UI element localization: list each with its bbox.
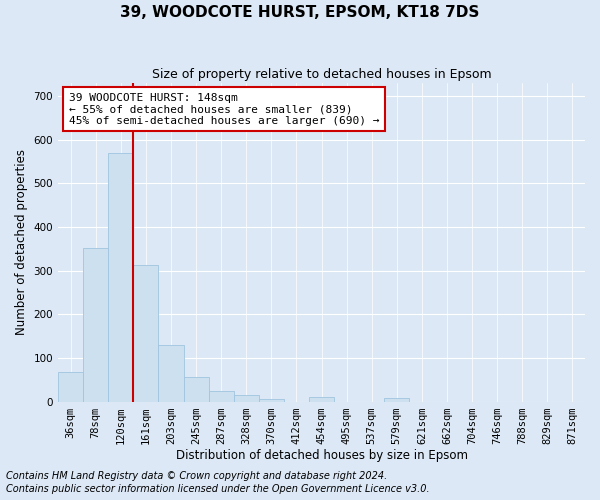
Bar (184, 376, 209, 402)
Bar (233, 396, 259, 402)
Bar (108, 153, 133, 402)
Bar (259, 398, 284, 402)
Text: 39 WOODCOTE HURST: 148sqm
← 55% of detached houses are smaller (839)
45% of semi: 39 WOODCOTE HURST: 148sqm ← 55% of detac… (68, 92, 379, 126)
Title: Size of property relative to detached houses in Epsom: Size of property relative to detached ho… (152, 68, 491, 80)
Bar (158, 345, 184, 402)
Bar (58, 372, 83, 402)
Text: Contains HM Land Registry data © Crown copyright and database right 2024.
Contai: Contains HM Land Registry data © Crown c… (6, 471, 430, 494)
Bar (133, 265, 158, 402)
X-axis label: Distribution of detached houses by size in Epsom: Distribution of detached houses by size … (176, 450, 467, 462)
Y-axis label: Number of detached properties: Number of detached properties (15, 150, 28, 336)
Bar (309, 397, 334, 402)
Text: 39, WOODCOTE HURST, EPSOM, KT18 7DS: 39, WOODCOTE HURST, EPSOM, KT18 7DS (121, 5, 479, 20)
Bar (83, 248, 108, 402)
Bar (209, 390, 233, 402)
Bar (384, 398, 409, 402)
